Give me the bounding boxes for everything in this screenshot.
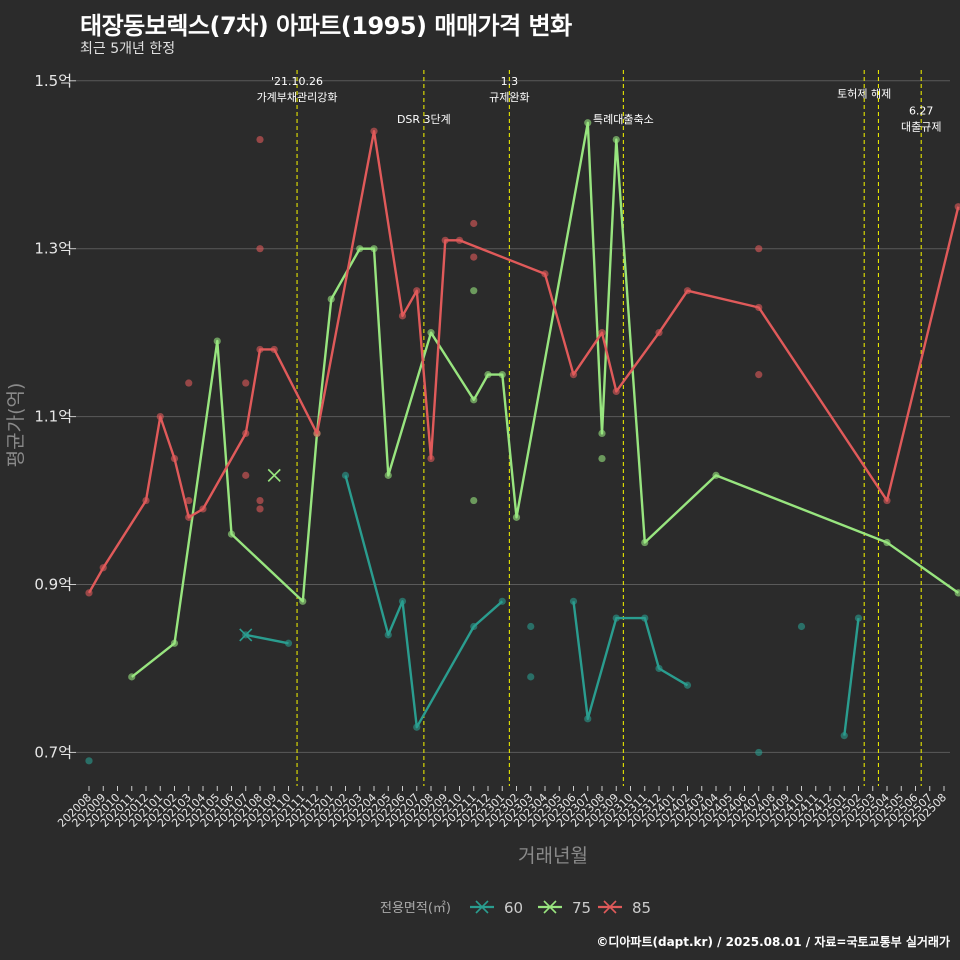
policy-annotation: 규제완화: [489, 91, 529, 104]
data-point-60: [85, 757, 93, 765]
policy-annotation: DSR 3단계: [397, 113, 451, 126]
policy-annotation: 특례대출축소: [593, 113, 654, 126]
legend-label-60: 60: [504, 899, 523, 917]
axes: 0.7억0.9억1.1억1.3억1.5억20200820200920201020…: [5, 72, 949, 867]
series-line-60: [572, 601, 689, 720]
series-line-60: [843, 617, 860, 736]
cross-marker-75: [267, 468, 281, 482]
legend: 전용면적(㎡) 60 75 85: [380, 899, 651, 917]
data-point-60: [840, 732, 848, 740]
legend-title: 전용면적(㎡): [380, 901, 451, 916]
chart-subtitle: 최근 5개년 한정: [80, 41, 176, 57]
data-point-60: [527, 622, 535, 631]
data-point-85: [185, 496, 193, 505]
cross-stroke: [267, 468, 281, 482]
policy-annotation: 토허제 해제: [837, 87, 891, 101]
data-point-60: [527, 673, 535, 681]
y-tick-label: 1.1억: [34, 408, 72, 426]
legend-swatch-cross: [603, 900, 617, 914]
y-axis-title: 평균가(억): [5, 383, 27, 468]
data-point-85: [256, 135, 264, 144]
data-point-60: [341, 471, 350, 479]
y-tick-label: 0.7억: [34, 743, 72, 761]
series-75: [128, 119, 960, 681]
data-point-60: [854, 614, 863, 622]
legend-swatch-cross: [543, 900, 557, 914]
data-point-85: [470, 253, 478, 261]
y-tick-label: 0.9억: [34, 576, 72, 594]
series-line-60: [344, 475, 504, 729]
policy-annotation: 6.27: [909, 104, 934, 117]
cross-stroke: [239, 628, 253, 642]
policy-annotation: '21.10.26: [271, 75, 323, 88]
data-point-85: [242, 379, 250, 387]
data-point-60: [797, 622, 806, 631]
legend-label-85: 85: [632, 899, 651, 917]
series-line-85: [87, 129, 960, 594]
cross-marker-60: [239, 628, 253, 642]
series-60: [85, 471, 863, 765]
data-point-85: [470, 219, 478, 228]
y-tick-label: 1.5억: [34, 72, 72, 90]
data-point-85: [755, 371, 763, 379]
series-line-75: [131, 121, 959, 678]
y-tick-label: 1.3억: [34, 240, 72, 258]
data-point-85: [256, 245, 264, 253]
chart-title: 태장동보렉스(7차) 아파트(1995) 매매가격 변화: [80, 12, 572, 40]
legend-swatch-cross: [475, 900, 489, 914]
data-point-60: [755, 748, 763, 757]
data-point-85: [256, 505, 264, 513]
legend-label-75: 75: [572, 899, 591, 917]
data-point-75: [470, 496, 478, 505]
data-point-85: [185, 379, 193, 387]
x-axis-title: 거래년월: [518, 845, 588, 867]
series-layer: [85, 119, 960, 765]
series-line-60: [245, 633, 289, 645]
grid: [76, 80, 950, 753]
data-point-75: [598, 454, 606, 463]
data-point-85: [242, 471, 250, 479]
policy-annotation: 1.3: [501, 75, 519, 88]
source-caption: ©디아파트(dapt.kr) / 2025.08.01 / 자료=국토교통부 실…: [596, 935, 950, 949]
data-point-85: [256, 496, 264, 505]
policy-annotation: 가계부채관리강화: [257, 91, 338, 104]
data-point-75: [470, 287, 478, 295]
policy-annotation: 대출규제: [901, 120, 941, 133]
data-point-85: [755, 245, 763, 253]
series-85: [85, 127, 960, 597]
